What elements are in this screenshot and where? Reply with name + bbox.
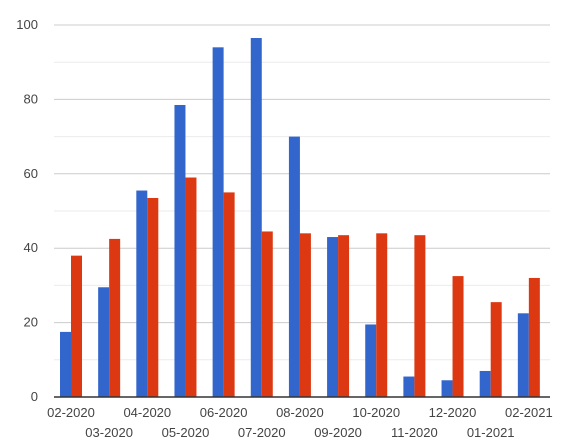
bar-series-2-05-2020 bbox=[185, 177, 197, 397]
x-tick-label: 02-2020 bbox=[47, 405, 95, 420]
bar-series-1-11-2020 bbox=[403, 376, 415, 397]
bar-series-1-09-2020 bbox=[327, 237, 339, 397]
bar-series-1-03-2020 bbox=[98, 287, 110, 397]
bar-series-1-04-2020 bbox=[136, 190, 148, 397]
bar-series-2-07-2020 bbox=[261, 231, 273, 397]
bar-series-1-02-2021 bbox=[517, 313, 529, 397]
tick-labels: 0 20 40 60 80 100 02-2020 03-2020 04-2020 05-2020… bbox=[16, 17, 552, 440]
bar-series-1-08-2020 bbox=[288, 136, 300, 397]
y-tick-label: 20 bbox=[24, 315, 38, 330]
bar-series-1-12-2020 bbox=[441, 380, 453, 397]
y-tick-label: 60 bbox=[24, 166, 38, 181]
bar-series-1-02-2020 bbox=[60, 331, 71, 397]
x-tick-label: 11-2020 bbox=[391, 425, 438, 440]
x-tick-label: 12-2020 bbox=[429, 405, 477, 420]
x-tick-label: 08-2020 bbox=[276, 405, 324, 420]
y-tick-label: 0 bbox=[31, 389, 38, 404]
bar-series-2-02-2020 bbox=[71, 255, 82, 397]
y-tick-label: 40 bbox=[24, 240, 38, 255]
y-tick-label: 100 bbox=[16, 17, 38, 32]
bar-series-2-12-2020 bbox=[452, 276, 464, 397]
bar-series-1-01-2021 bbox=[479, 370, 491, 397]
x-tick-label: 07-2020 bbox=[238, 425, 286, 440]
bar-series-2-10-2020 bbox=[376, 233, 388, 397]
x-tick-label: 03-2020 bbox=[85, 425, 133, 440]
x-tick-label: 10-2020 bbox=[352, 405, 400, 420]
bar-series-2-11-2020 bbox=[414, 235, 426, 397]
bar-series-1-06-2020 bbox=[212, 47, 224, 397]
x-tick-label: 02-2021 bbox=[505, 405, 553, 420]
bar-series-1-05-2020 bbox=[174, 104, 186, 397]
x-tick-label: 09-2020 bbox=[314, 425, 362, 440]
bar-series-1-10-2020 bbox=[365, 324, 377, 397]
bar-series-2-04-2020 bbox=[147, 197, 159, 397]
bar-series-2-08-2020 bbox=[299, 233, 311, 397]
x-tick-label: 06-2020 bbox=[200, 405, 248, 420]
bar-series-2-01-2021 bbox=[490, 302, 502, 397]
y-tick-label: 80 bbox=[24, 91, 38, 106]
bar-series-1-07-2020 bbox=[250, 38, 262, 398]
bar-series-2-03-2020 bbox=[109, 238, 121, 397]
bars bbox=[60, 38, 540, 398]
bar-series-2-02-2021 bbox=[528, 277, 540, 397]
bar-series-2-09-2020 bbox=[338, 235, 350, 397]
x-tick-label: 04-2020 bbox=[123, 405, 171, 420]
x-tick-label: 05-2020 bbox=[162, 425, 210, 440]
bar-series-2-06-2020 bbox=[223, 192, 235, 397]
x-tick-label: 01-2021 bbox=[467, 425, 515, 440]
